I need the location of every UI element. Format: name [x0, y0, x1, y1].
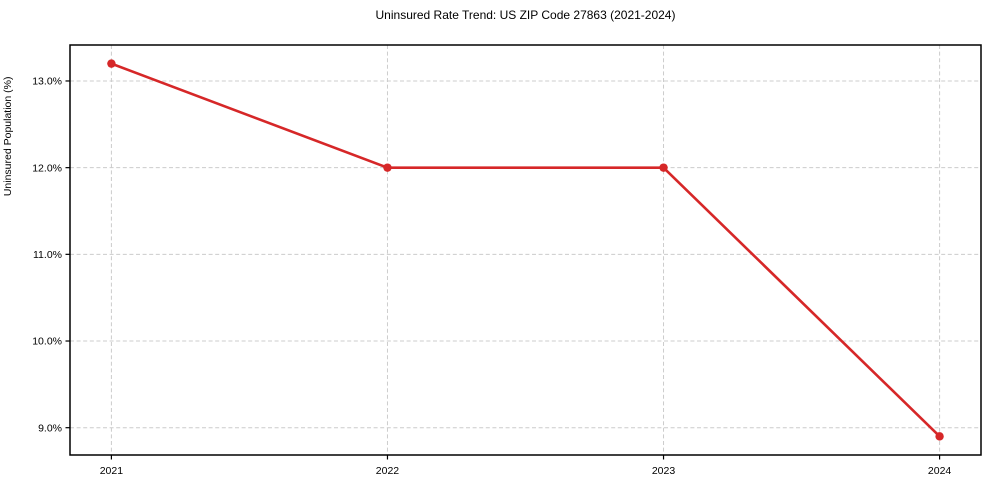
y-tick-label: 13.0%: [32, 76, 62, 88]
y-axis-label: Uninsured Population (%): [2, 76, 14, 197]
trend-line: [110, 62, 941, 438]
x-tick-label: 2022: [376, 465, 400, 477]
y-tick-label: 12.0%: [32, 162, 62, 174]
plot-border: [69, 44, 982, 456]
y-tick-label: 9.0%: [38, 422, 62, 434]
y-tick-label: 11.0%: [33, 249, 62, 261]
data-point: [107, 59, 116, 68]
chart-title: Uninsured Rate Trend: US ZIP Code 27863 …: [375, 8, 676, 22]
y-tick-label: 10.0%: [32, 336, 62, 348]
x-tick-label: 2024: [928, 465, 952, 477]
x-tick-label: 2023: [652, 465, 676, 477]
data-point: [659, 163, 668, 172]
data-point: [935, 432, 944, 441]
x-tick-label: 2021: [100, 465, 124, 477]
data-point: [383, 163, 392, 172]
